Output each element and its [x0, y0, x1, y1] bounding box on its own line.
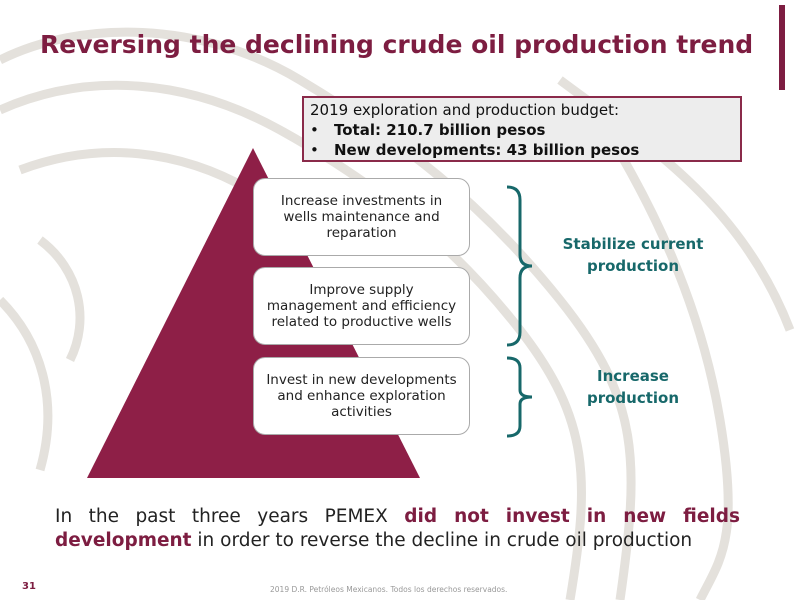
pyramid-step: Improve supply management and efficiency… — [253, 267, 470, 345]
statement: In the past three years PEMEX did not in… — [55, 505, 740, 553]
background-pattern — [0, 27, 795, 600]
title: Reversing the declining crude oil produc… — [40, 30, 754, 59]
brace-label: Increase production — [586, 367, 680, 407]
budget-item: New developments: 43 billion pesos — [310, 140, 734, 160]
page-number: 31 — [22, 581, 36, 592]
brace — [506, 356, 533, 438]
statement-text: in order to reverse the decline in crude… — [197, 530, 693, 551]
pyramid-step: Increase investments in wells maintenanc… — [253, 178, 470, 256]
pyramid-step: Invest in new developments and enhance e… — [253, 357, 470, 435]
brace — [506, 185, 533, 347]
budget-heading: 2019 exploration and production budget: — [310, 101, 620, 119]
budget-list: Total: 210.7 billion pesos New developme… — [310, 120, 734, 160]
brace-label: Stabilize current production — [562, 235, 704, 275]
budget-item: Total: 210.7 billion pesos — [310, 120, 734, 140]
copyright: 2019 D.R. Petróleos Mexicanos. Todos los… — [270, 585, 508, 594]
accent-bar — [779, 5, 785, 90]
budget-box: 2019 exploration and production budget: … — [302, 96, 742, 162]
braces — [506, 185, 533, 438]
statement-text: In the past three years PEMEX — [55, 506, 388, 527]
statement-emphasis: did not invest in new fields development — [55, 506, 740, 551]
